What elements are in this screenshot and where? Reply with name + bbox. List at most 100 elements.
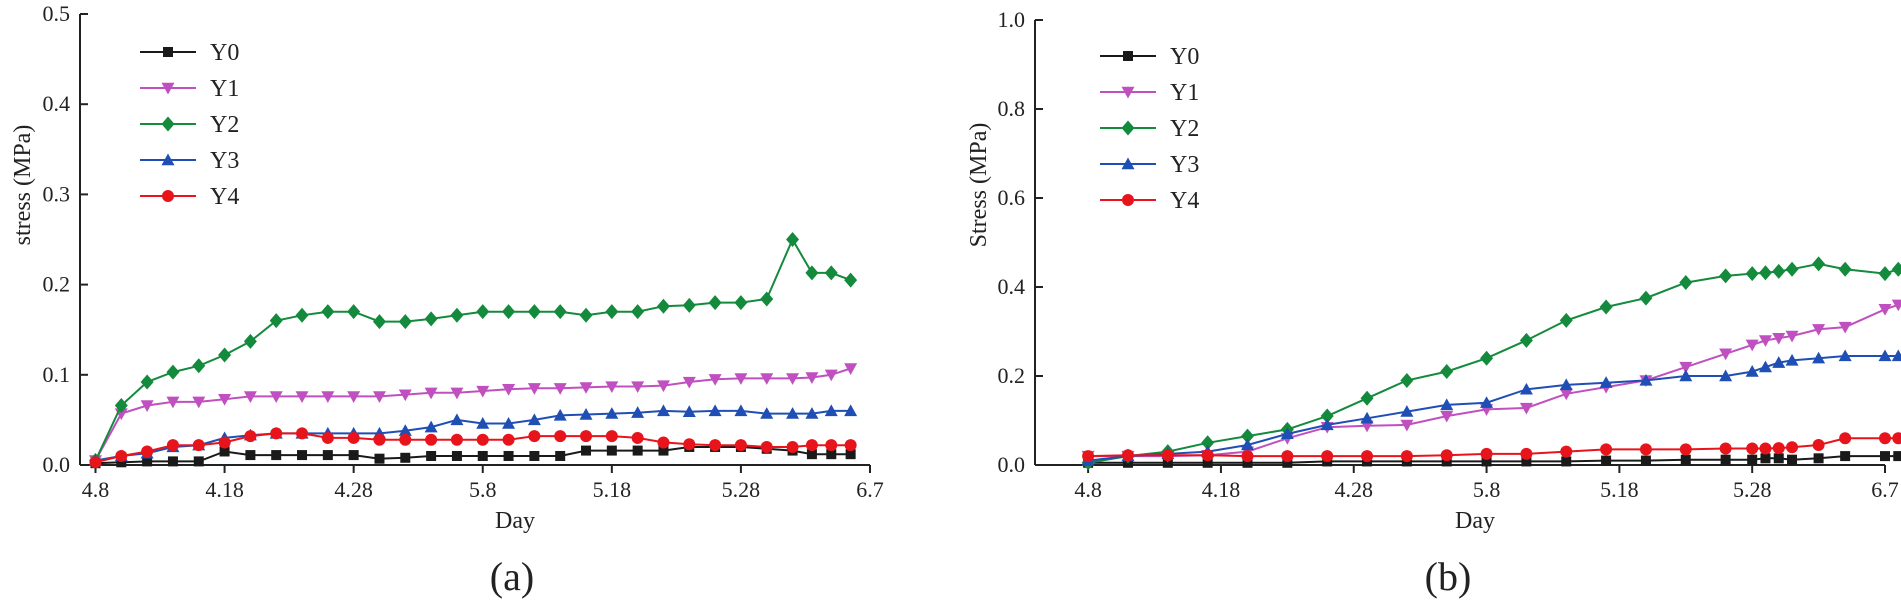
chart-b-point-y0 (1640, 455, 1651, 466)
chart-a-point-y1 (321, 391, 335, 403)
chart-b-point-y2 (1360, 390, 1374, 406)
chart-a-point-y1 (502, 384, 516, 396)
chart-a-legend-label-y4: Y4 (210, 184, 239, 210)
chart-a-point-y0 (193, 456, 204, 467)
chart-a-point-y2 (372, 314, 386, 330)
chart-a-point-y4 (218, 436, 231, 449)
chart-a-point-y0 (826, 449, 837, 460)
chart-a-point-y1 (805, 372, 819, 385)
chart-a-legend-label-y3: Y3 (210, 148, 239, 174)
chart-a-point-y2 (166, 364, 180, 380)
chart-b-xtick-label: 5.28 (1733, 477, 1772, 502)
chart-a-legend-marker-y4 (162, 190, 174, 202)
chart-a-ytick-label: 0.1 (43, 362, 71, 387)
chart-a-point-y0 (426, 450, 437, 461)
chart-b-legend-label-y1: Y1 (1170, 80, 1199, 106)
chart-a-point-y0 (845, 449, 856, 460)
chart-a-ytick-label: 0.4 (43, 91, 71, 116)
chart-b-point-y4 (1201, 449, 1214, 462)
chart-b-point-y0 (1561, 456, 1572, 467)
chart-a-point-y4 (502, 433, 515, 446)
chart-a-point-y0 (116, 457, 127, 468)
chart-a-point-y2 (631, 304, 645, 320)
chart-a-point-y3 (502, 417, 516, 429)
chart-a-point-y1 (579, 382, 593, 394)
chart-a-point-y3 (527, 413, 541, 426)
chart-a-point-y3 (760, 407, 774, 419)
chart-a-point-y1 (192, 396, 206, 409)
chart-a-point-y0 (806, 449, 817, 460)
chart-a-point-y4 (347, 431, 360, 444)
chart-a-point-y2 (269, 313, 283, 329)
chart-a-point-y3 (682, 405, 696, 417)
chart-b-point-y3 (1679, 369, 1693, 382)
chart-b-point-y1 (1758, 335, 1772, 347)
chart-a-point-y4 (89, 456, 102, 469)
chart-a-point-y4 (844, 439, 857, 452)
chart-a-point-y1 (553, 383, 567, 395)
chart-a-point-y0 (632, 445, 643, 456)
chart-a-point-y3 (656, 404, 670, 417)
chart-a-point-y3 (605, 407, 619, 419)
chart-b-point-y4 (1879, 432, 1891, 445)
chart-b-point-y4 (1440, 449, 1453, 462)
chart-b-point-y4 (1759, 442, 1772, 455)
chart-a-legend-marker-y3 (161, 153, 175, 166)
chart-a-point-y2 (805, 265, 819, 281)
chart-a-legend-label-y2: Y2 (210, 112, 239, 138)
chart-panel-a: stress (MPa) Day (a) 0.0 0.1 0.2 0.3 0.4 0.5 4… (10, 1, 884, 599)
chart-a-point-y2 (450, 307, 464, 323)
chart-a-point-y0 (581, 445, 592, 456)
chart-b-point-y3 (1772, 356, 1786, 368)
chart-a-point-y2 (527, 304, 541, 320)
chart-b-point-y1 (1745, 339, 1759, 352)
chart-a-point-y0 (167, 456, 178, 467)
chart-b-point-y0 (1680, 454, 1691, 465)
chart-b-point-y2 (1891, 261, 1901, 277)
chart-a-point-y4 (657, 436, 670, 449)
chart-b-point-y3 (1280, 427, 1294, 440)
chart-b-point-y2 (1719, 268, 1733, 284)
chart-a-point-y3 (553, 408, 567, 421)
chart-a-point-y3 (708, 404, 722, 417)
chart-b-point-y4 (1786, 441, 1799, 454)
chart-b-point-y4 (1520, 447, 1533, 460)
chart-b-point-y2 (1320, 408, 1334, 424)
chart-a-xtick-label: 5.28 (722, 477, 761, 502)
chart-a-point-y4 (399, 433, 412, 446)
chart-a-point-y2 (140, 374, 154, 390)
chart-a-point-y3 (398, 424, 412, 436)
chart-b-point-y2 (1758, 265, 1772, 281)
chart-a-point-y1 (372, 391, 386, 403)
chart-b-legend-marker-y2 (1121, 120, 1135, 136)
chart-b-point-y2 (1201, 435, 1215, 451)
chart-b-point-y3 (1241, 438, 1254, 451)
chart-b-point-y1 (1440, 410, 1454, 423)
chart-b-point-y4 (1400, 450, 1413, 463)
chart-b-xtick-label: 4.28 (1335, 477, 1374, 502)
chart-b-point-y3 (1320, 418, 1334, 431)
chart-a-point-y0 (529, 450, 540, 461)
chart-a-point-y3 (631, 406, 645, 418)
chart-b-point-y0 (1747, 454, 1758, 465)
chart-a-point-y4 (296, 427, 309, 440)
chart-a-xtick-label: 5.8 (469, 477, 497, 502)
chart-b-point-y1 (1838, 321, 1852, 334)
chart-b-point-y3 (1360, 411, 1374, 424)
chart-b-point-y1 (1878, 304, 1892, 316)
chart-b-point-y2 (1559, 312, 1573, 328)
chart-b-point-y0 (1880, 451, 1890, 462)
chart-a-point-y4 (166, 439, 179, 452)
chart-b-ytick-label: 0.6 (998, 185, 1026, 210)
chart-a-point-y2 (656, 298, 670, 314)
chart-a-legend-marker-y0 (163, 47, 173, 57)
chart-b-point-y3 (1400, 405, 1414, 417)
chart-b-point-y0 (1481, 456, 1492, 467)
chart-b-point-y2 (1639, 290, 1653, 306)
chart-b-point-y4 (1281, 450, 1294, 463)
chart-b-point-y0 (1282, 457, 1293, 468)
chart-b-point-y1 (1772, 332, 1786, 345)
chart-a-point-y4 (734, 439, 747, 452)
chart-b-point-y3 (1785, 353, 1799, 366)
